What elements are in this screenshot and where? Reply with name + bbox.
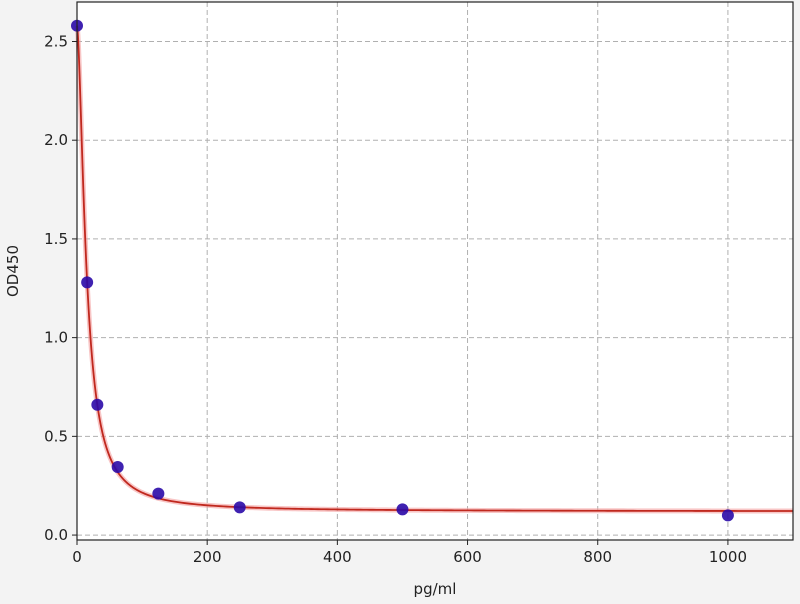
data-point bbox=[396, 503, 409, 516]
x-axis-label: pg/ml bbox=[414, 580, 457, 598]
y-tick-label: 1.0 bbox=[44, 329, 68, 347]
y-tick-label: 1.5 bbox=[44, 230, 68, 248]
y-tick-label: 2.5 bbox=[44, 32, 68, 50]
y-ticks: 0.0 0.5 1.0 1.5 2.0 2.5 bbox=[44, 32, 77, 544]
data-point bbox=[81, 276, 94, 289]
x-ticks: 0 200 400 600 800 1000 bbox=[72, 540, 747, 566]
x-tick-label: 800 bbox=[583, 548, 612, 566]
data-point bbox=[721, 509, 734, 522]
x-tick-label: 400 bbox=[323, 548, 352, 566]
x-tick-label: 600 bbox=[453, 548, 482, 566]
y-tick-label: 0.5 bbox=[44, 427, 68, 445]
data-point bbox=[111, 460, 124, 473]
axes-frame bbox=[76, 1, 794, 541]
data-point bbox=[233, 501, 246, 514]
y-tick-label: 2.0 bbox=[44, 131, 68, 149]
y-axis-label: OD450 bbox=[4, 245, 22, 297]
x-tick-label: 200 bbox=[193, 548, 222, 566]
y-tick-label: 0.0 bbox=[44, 526, 68, 544]
grid bbox=[76, 2, 793, 540]
data-point bbox=[152, 487, 165, 500]
x-tick-label: 0 bbox=[72, 548, 82, 566]
plot-area bbox=[77, 2, 793, 540]
data-point bbox=[91, 398, 104, 411]
x-tick-label: 1000 bbox=[709, 548, 747, 566]
fit-curve bbox=[76, 25, 794, 512]
fit-curve-group bbox=[74, 25, 794, 514]
